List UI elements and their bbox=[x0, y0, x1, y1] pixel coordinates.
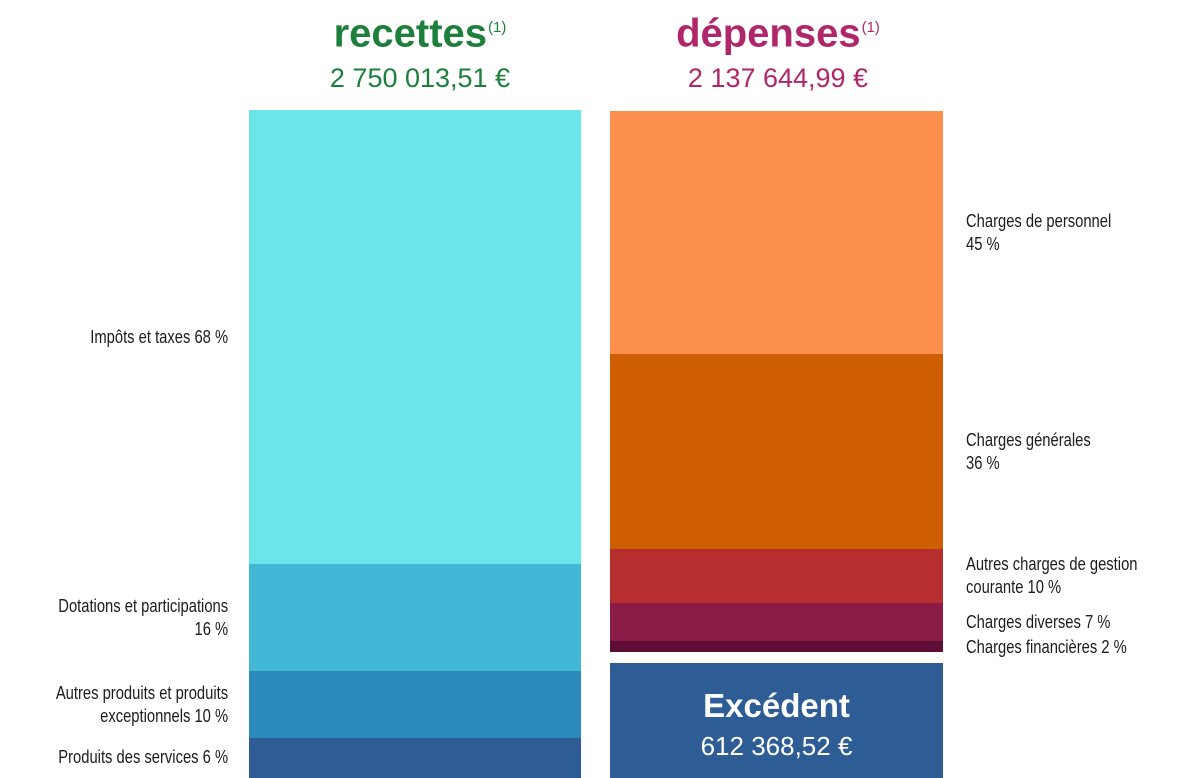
recettes-segment-0 bbox=[249, 110, 581, 565]
depenses-label-line: Charges diverses 7 % bbox=[966, 611, 1111, 632]
recettes-segment-3 bbox=[249, 737, 581, 778]
depenses-label-4: Charges financières 2 % bbox=[966, 636, 1127, 659]
depenses-label-line: Charges générales bbox=[966, 429, 1091, 450]
depenses-label-line: Autres charges de gestion bbox=[966, 554, 1138, 575]
depenses-label-line: Charges de personnel bbox=[966, 210, 1112, 231]
depenses-note: (1) bbox=[861, 19, 880, 36]
depenses-segment-0 bbox=[610, 111, 943, 355]
recettes-title: recettes(1) bbox=[334, 4, 507, 57]
depenses-label-2: Autres charges de gestion courante 10 % bbox=[966, 553, 1137, 599]
excedent-box: Excédent 612 368,52 € bbox=[610, 663, 943, 778]
depenses-label-3: Charges diverses 7 % bbox=[966, 611, 1110, 634]
excedent-title: Excédent bbox=[703, 687, 850, 724]
depenses-header: dépenses(1) 2 137 644,99 € bbox=[608, 4, 948, 95]
recettes-label-1: Dotations et participations 16 % bbox=[58, 595, 228, 641]
depenses-segment-2 bbox=[610, 549, 943, 604]
recettes-label-line: exceptionnels 10 % bbox=[99, 705, 228, 726]
recettes-title-text: recettes bbox=[333, 11, 488, 56]
excedent-amount: 612 368,52 € bbox=[700, 731, 853, 761]
recettes-label-0: Impôts et taxes 68 % bbox=[90, 326, 228, 349]
depenses-segment-1 bbox=[610, 354, 943, 550]
depenses-label-line: courante 10 % bbox=[966, 577, 1062, 598]
recettes-header: recettes(1) 2 750 013,51 € bbox=[250, 4, 590, 95]
depenses-amount: 2 137 644,99 € bbox=[687, 63, 869, 94]
depenses-label-line: 36 % bbox=[966, 452, 1000, 473]
depenses-segment-3 bbox=[610, 603, 943, 642]
depenses-label-1: Charges générales 36 % bbox=[966, 429, 1091, 475]
depenses-title-text: dépenses bbox=[676, 11, 861, 56]
depenses-segment-4 bbox=[610, 641, 943, 652]
depenses-title: dépenses(1) bbox=[676, 4, 880, 57]
recettes-label-2: Autres produits et produits exceptionnels… bbox=[56, 682, 228, 728]
recettes-amount: 2 750 013,51 € bbox=[329, 63, 511, 94]
depenses-label-line: 45 % bbox=[966, 233, 1000, 254]
recettes-label-line: Produits des services 6 % bbox=[58, 747, 228, 768]
depenses-label-line: Charges financières 2 % bbox=[966, 636, 1127, 657]
recettes-label-3: Produits des services 6 % bbox=[58, 746, 228, 769]
recettes-label-line: Impôts et taxes 68 % bbox=[90, 326, 228, 347]
recettes-label-line: Dotations et participations bbox=[58, 595, 228, 616]
recettes-label-line: Autres produits et produits bbox=[55, 682, 228, 703]
recettes-segment-1 bbox=[249, 564, 581, 672]
recettes-label-line: 16 % bbox=[194, 618, 228, 639]
recettes-segment-2 bbox=[249, 671, 581, 738]
depenses-label-0: Charges de personnel 45 % bbox=[966, 210, 1111, 256]
recettes-note: (1) bbox=[488, 19, 507, 36]
